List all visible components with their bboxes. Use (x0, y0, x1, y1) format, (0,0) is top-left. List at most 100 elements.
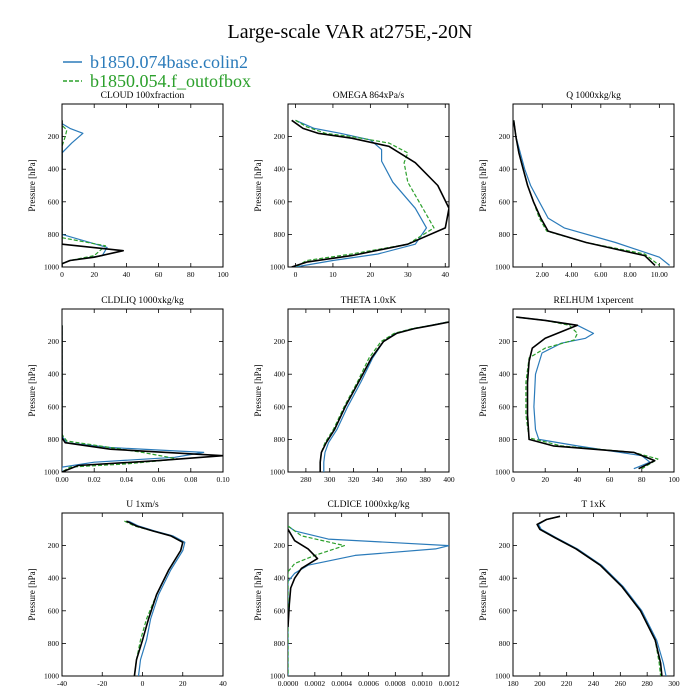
x-tick-label: 0.10 (216, 475, 229, 484)
y-tick-label: 200 (499, 541, 511, 550)
y-tick-label: 1000 (495, 468, 510, 477)
series-line-black (536, 515, 663, 676)
y-axis-label: Pressure [hPa] (253, 159, 263, 211)
y-axis-label: Pressure [hPa] (478, 364, 488, 416)
y-axis-label: Pressure [hPa] (27, 159, 37, 211)
y-tick-label: 400 (499, 574, 511, 583)
x-tick-label: 30 (404, 270, 412, 279)
panel-frame (287, 512, 450, 677)
y-tick-label: 600 (274, 606, 286, 615)
x-tick-label: 40 (442, 270, 450, 279)
y-axis-label: Pressure [hPa] (27, 364, 37, 416)
series-line-black (62, 120, 124, 267)
x-tick-label: 80 (638, 475, 646, 484)
panel-5: THETA 1.0xK 200 400 600 800 1000 Pressure [hPa… (253, 296, 455, 484)
series-line-outofbox (516, 316, 659, 470)
panel-frame (287, 103, 450, 268)
y-tick-label: 400 (48, 574, 60, 583)
legend-label-series-1: b1850.074base.colin2 (90, 52, 248, 72)
series-line-colin2 (323, 321, 448, 472)
x-tick-label: 20 (367, 270, 375, 279)
panel-3: Q 1000xkg/kg 200 400 600 800 1000 Pressure [hP… (478, 91, 675, 279)
x-tick-label: 0.0010 (412, 679, 433, 688)
panel-frame (61, 308, 224, 473)
x-tick-label: 40 (219, 679, 227, 688)
x-tick-label: 0.00 (55, 475, 68, 484)
x-tick-label: 20 (179, 679, 187, 688)
series-line-colin2 (513, 120, 670, 266)
x-tick-label: 300 (324, 475, 336, 484)
panel-title: OMEGA 864xPa/s (333, 91, 405, 101)
panel-1: CLOUD 100xfraction2004006008001000Pressu… (27, 90, 229, 279)
series-line-black (319, 321, 449, 472)
y-tick-label: 1000 (495, 263, 510, 272)
x-tick-label: 280 (642, 679, 654, 688)
y-tick-label: 1000 (495, 672, 510, 681)
x-tick-label: 220 (561, 679, 573, 688)
series-line-colin2 (288, 525, 449, 676)
x-tick-label: 0 (60, 270, 64, 279)
x-tick-label: 0 (294, 270, 298, 279)
y-tick-label: 600 (499, 197, 511, 206)
y-tick-label: 400 (48, 370, 60, 379)
y-tick-label: 800 (48, 639, 60, 648)
y-tick-label: 800 (48, 435, 60, 444)
x-tick-label: 260 (615, 679, 627, 688)
series-line-colin2 (62, 325, 205, 472)
y-axis-label: Pressure [hPa] (27, 568, 37, 620)
series-line-colin2 (537, 515, 667, 676)
series-line-black (126, 520, 184, 676)
x-tick-label: 300 (668, 679, 680, 688)
panel-title: RELHUM 1xpercent (554, 296, 634, 306)
y-tick-label: 800 (499, 435, 511, 444)
panel-frame (287, 308, 450, 473)
y-tick-label: 800 (274, 639, 286, 648)
y-tick-label: 1000 (270, 263, 285, 272)
x-tick-label: 0.0012 (439, 679, 460, 688)
y-tick-label: 400 (499, 165, 511, 174)
series-line-outofbox (62, 325, 179, 472)
x-tick-label: 10 (329, 270, 337, 279)
y-tick-label: 600 (274, 197, 286, 206)
x-tick-label: 0.0004 (331, 679, 352, 688)
x-tick-label: 320 (348, 475, 360, 484)
x-tick-label: 0.06 (152, 475, 165, 484)
panel-title: THETA 1.0xK (341, 296, 397, 306)
x-tick-label: 8.00 (624, 270, 637, 279)
series-line-outofbox (124, 520, 184, 676)
y-tick-label: 600 (48, 197, 60, 206)
y-tick-label: 1000 (270, 672, 285, 681)
y-tick-label: 400 (499, 370, 511, 379)
panel-4: CLDLIQ 1000xkg/kg 200 400 600 800 1000 Pressur… (27, 296, 230, 484)
legend: b1850.074base.colin2 b1850.054.f_outofbo… (63, 52, 251, 91)
y-tick-label: 1000 (44, 672, 59, 681)
y-tick-label: 1000 (44, 263, 59, 272)
x-tick-label: 280 (300, 475, 312, 484)
series-line-black (291, 119, 449, 267)
x-tick-label: 0.04 (120, 475, 133, 484)
x-tick-label: 340 (372, 475, 384, 484)
x-tick-label: 6.00 (594, 270, 607, 279)
y-tick-label: 200 (274, 132, 286, 141)
series-line-outofbox (513, 120, 660, 266)
panel-title: U 1xm/s (126, 500, 159, 510)
x-tick-label: 80 (187, 270, 195, 279)
x-tick-label: 0.0008 (385, 679, 406, 688)
panel-6: RELHUM 1xpercent2004006008001000Pressure… (478, 296, 680, 484)
panel-title: CLOUD 100xfraction (101, 90, 185, 101)
y-tick-label: 1000 (270, 468, 285, 477)
x-tick-label: 360 (396, 475, 408, 484)
x-tick-label: 400 (443, 475, 455, 484)
y-tick-label: 600 (499, 606, 511, 615)
series-line-black (513, 120, 656, 266)
y-tick-label: 600 (48, 402, 60, 411)
x-tick-label: 20 (541, 475, 549, 484)
y-tick-label: 800 (499, 639, 511, 648)
panel-title: T 1xK (581, 500, 606, 510)
y-tick-label: 200 (48, 541, 60, 550)
panel-frame (512, 308, 675, 473)
x-tick-label: -40 (57, 679, 67, 688)
series-line-colin2 (295, 119, 428, 267)
